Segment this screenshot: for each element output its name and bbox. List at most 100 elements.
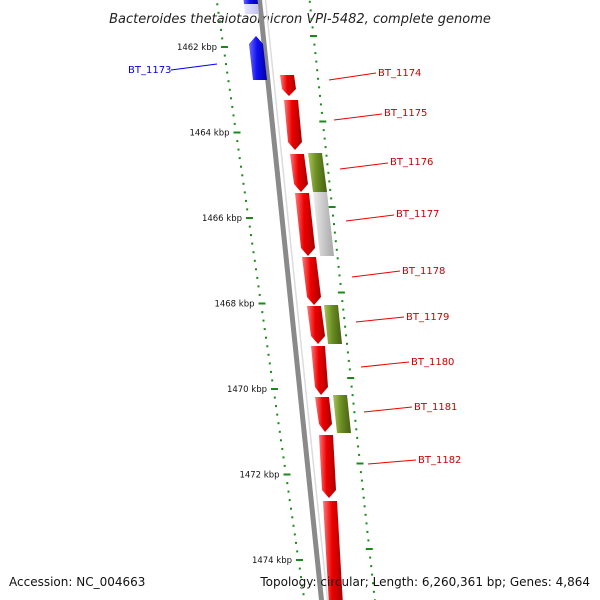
scale-minor-tick: [251, 242, 254, 245]
gene-partial-downstream[interactable]: [323, 501, 343, 600]
gene-BT_1182-label[interactable]: BT_1182: [367, 455, 461, 466]
backbone-highlight: [264, 0, 329, 600]
guide-minor-tick: [319, 94, 321, 97]
scale-minor-tick: [292, 524, 295, 527]
gene-BT_1177-coding-strand[interactable]: [295, 193, 315, 256]
guide-minor-tick: [372, 582, 374, 585]
gene-partial-pale[interactable]: [244, 4, 259, 14]
gene-partial-forward[interactable]: [243, 0, 258, 4]
scale-minor-tick: [291, 516, 294, 519]
scale-minor-tick: [221, 37, 224, 40]
scale-minor-tick: [232, 114, 235, 117]
gene-BT_1175-label[interactable]: BT_1175: [333, 108, 427, 121]
scale-minor-tick: [282, 456, 285, 459]
scale-major-tick: [233, 131, 241, 134]
guide-minor-tick: [309, 9, 312, 12]
scale-minor-tick: [275, 405, 277, 408]
guide-minor-tick: [371, 573, 374, 576]
scale-minor-tick: [220, 28, 222, 31]
gene-BT_1176-label[interactable]: BT_1176: [339, 157, 433, 170]
guide-major-tick: [347, 377, 355, 379]
guide-minor-tick: [334, 240, 337, 243]
gene-BT_1180[interactable]: [311, 346, 328, 395]
gene-BT_1174-label[interactable]: BT_1174: [328, 68, 421, 81]
guide-minor-tick: [357, 445, 360, 448]
scale-minor-tick: [246, 208, 249, 211]
scale-minor-tick: [263, 328, 266, 331]
guide-minor-tick: [323, 137, 326, 140]
gene-BT_1178[interactable]: [302, 257, 321, 305]
gene-BT_1180-label[interactable]: BT_1180: [360, 357, 454, 368]
guide-minor-tick: [361, 488, 364, 491]
scale-minor-tick: [223, 54, 226, 57]
gene-BT_1177-label[interactable]: BT_1177: [345, 209, 439, 222]
guide-minor-tick: [313, 43, 316, 46]
scale-minor-tick: [256, 276, 259, 279]
scale-minor-tick: [255, 268, 257, 271]
guide-minor-tick: [344, 325, 347, 328]
gene-BT_1182[interactable]: [319, 435, 336, 498]
gene-BT_1174[interactable]: [280, 75, 296, 96]
scale-minor-tick: [248, 225, 251, 228]
guide-minor-tick: [345, 334, 348, 337]
guide-minor-tick: [329, 188, 332, 191]
gene-BT_1181[interactable]: [333, 395, 351, 433]
gene-BT_1175[interactable]: [284, 100, 302, 150]
scale-minor-tick: [218, 20, 221, 23]
gene-BT_1176[interactable]: [308, 153, 327, 192]
chromosome-backbone: [257, 0, 324, 600]
guide-minor-tick: [322, 129, 325, 132]
gene-BT_1179[interactable]: [324, 305, 342, 344]
scale-major-tick: [246, 217, 253, 219]
scale-minor-tick: [257, 285, 260, 288]
scale-minor-tick: [241, 174, 244, 177]
guide-minor-tick: [315, 60, 318, 63]
gene-BT_1173-label[interactable]: BT_1173: [128, 63, 218, 76]
guide-minor-tick: [352, 402, 355, 405]
scale-minor-tick: [253, 259, 256, 262]
guide-major-tick: [310, 35, 317, 37]
gene-BT_1178-label[interactable]: BT_1178: [351, 266, 445, 278]
scale-label: 1474 kbp: [252, 556, 292, 566]
guide-minor-tick: [333, 231, 336, 234]
gene-BT_1179-label[interactable]: BT_1179: [355, 312, 449, 323]
accession-text: Accession: NC_004663: [9, 575, 145, 589]
gene-BT_1173[interactable]: [249, 36, 267, 80]
scale-minor-tick: [290, 507, 292, 510]
guide-minor-tick: [332, 214, 334, 217]
guide-minor-tick: [369, 556, 372, 559]
genome-summary-text: Topology: circular; Length: 6,260,361 bp…: [259, 575, 590, 589]
guide-minor-tick: [318, 86, 321, 89]
guide-minor-tick: [311, 26, 314, 29]
scale-minor-tick: [298, 567, 301, 570]
map-title: Bacteroides thetaiotaomicron VPI-5482, c…: [109, 12, 491, 27]
scale-minor-tick: [302, 593, 305, 596]
guide-minor-tick: [363, 505, 366, 508]
scale-major-tick: [296, 559, 303, 561]
scale-minor-tick: [238, 157, 241, 160]
scale-minor-tick: [301, 584, 304, 587]
guide-minor-tick: [354, 419, 357, 422]
scale-label: 1466 kbp: [202, 214, 242, 224]
guide-minor-tick: [346, 351, 349, 354]
gene-BT_1181-label[interactable]: BT_1181: [363, 402, 457, 413]
guide-major-tick: [328, 206, 336, 208]
guide-minor-tick: [333, 223, 335, 226]
gene-BT_1177[interactable]: [313, 192, 334, 256]
scale-label: 1462 kbp: [177, 43, 217, 53]
gene-BT_1178-label-text: BT_1178: [402, 266, 445, 277]
gene-BT_1176-coding-strand[interactable]: [290, 154, 308, 192]
guide-minor-tick: [367, 539, 370, 542]
guide-minor-tick: [328, 180, 331, 183]
guide-minor-tick: [327, 171, 330, 174]
scale-minor-tick: [295, 541, 297, 544]
guide-minor-tick: [364, 513, 367, 516]
scale-minor-tick: [273, 396, 276, 399]
scale-label: 1470 kbp: [227, 385, 267, 395]
scale-minor-tick: [236, 140, 239, 143]
gene-BT_1179-coding-strand[interactable]: [307, 306, 325, 344]
scale-minor-tick: [296, 550, 299, 553]
gene-BT_1181-coding-strand[interactable]: [315, 397, 332, 432]
scale-minor-tick: [227, 80, 230, 83]
